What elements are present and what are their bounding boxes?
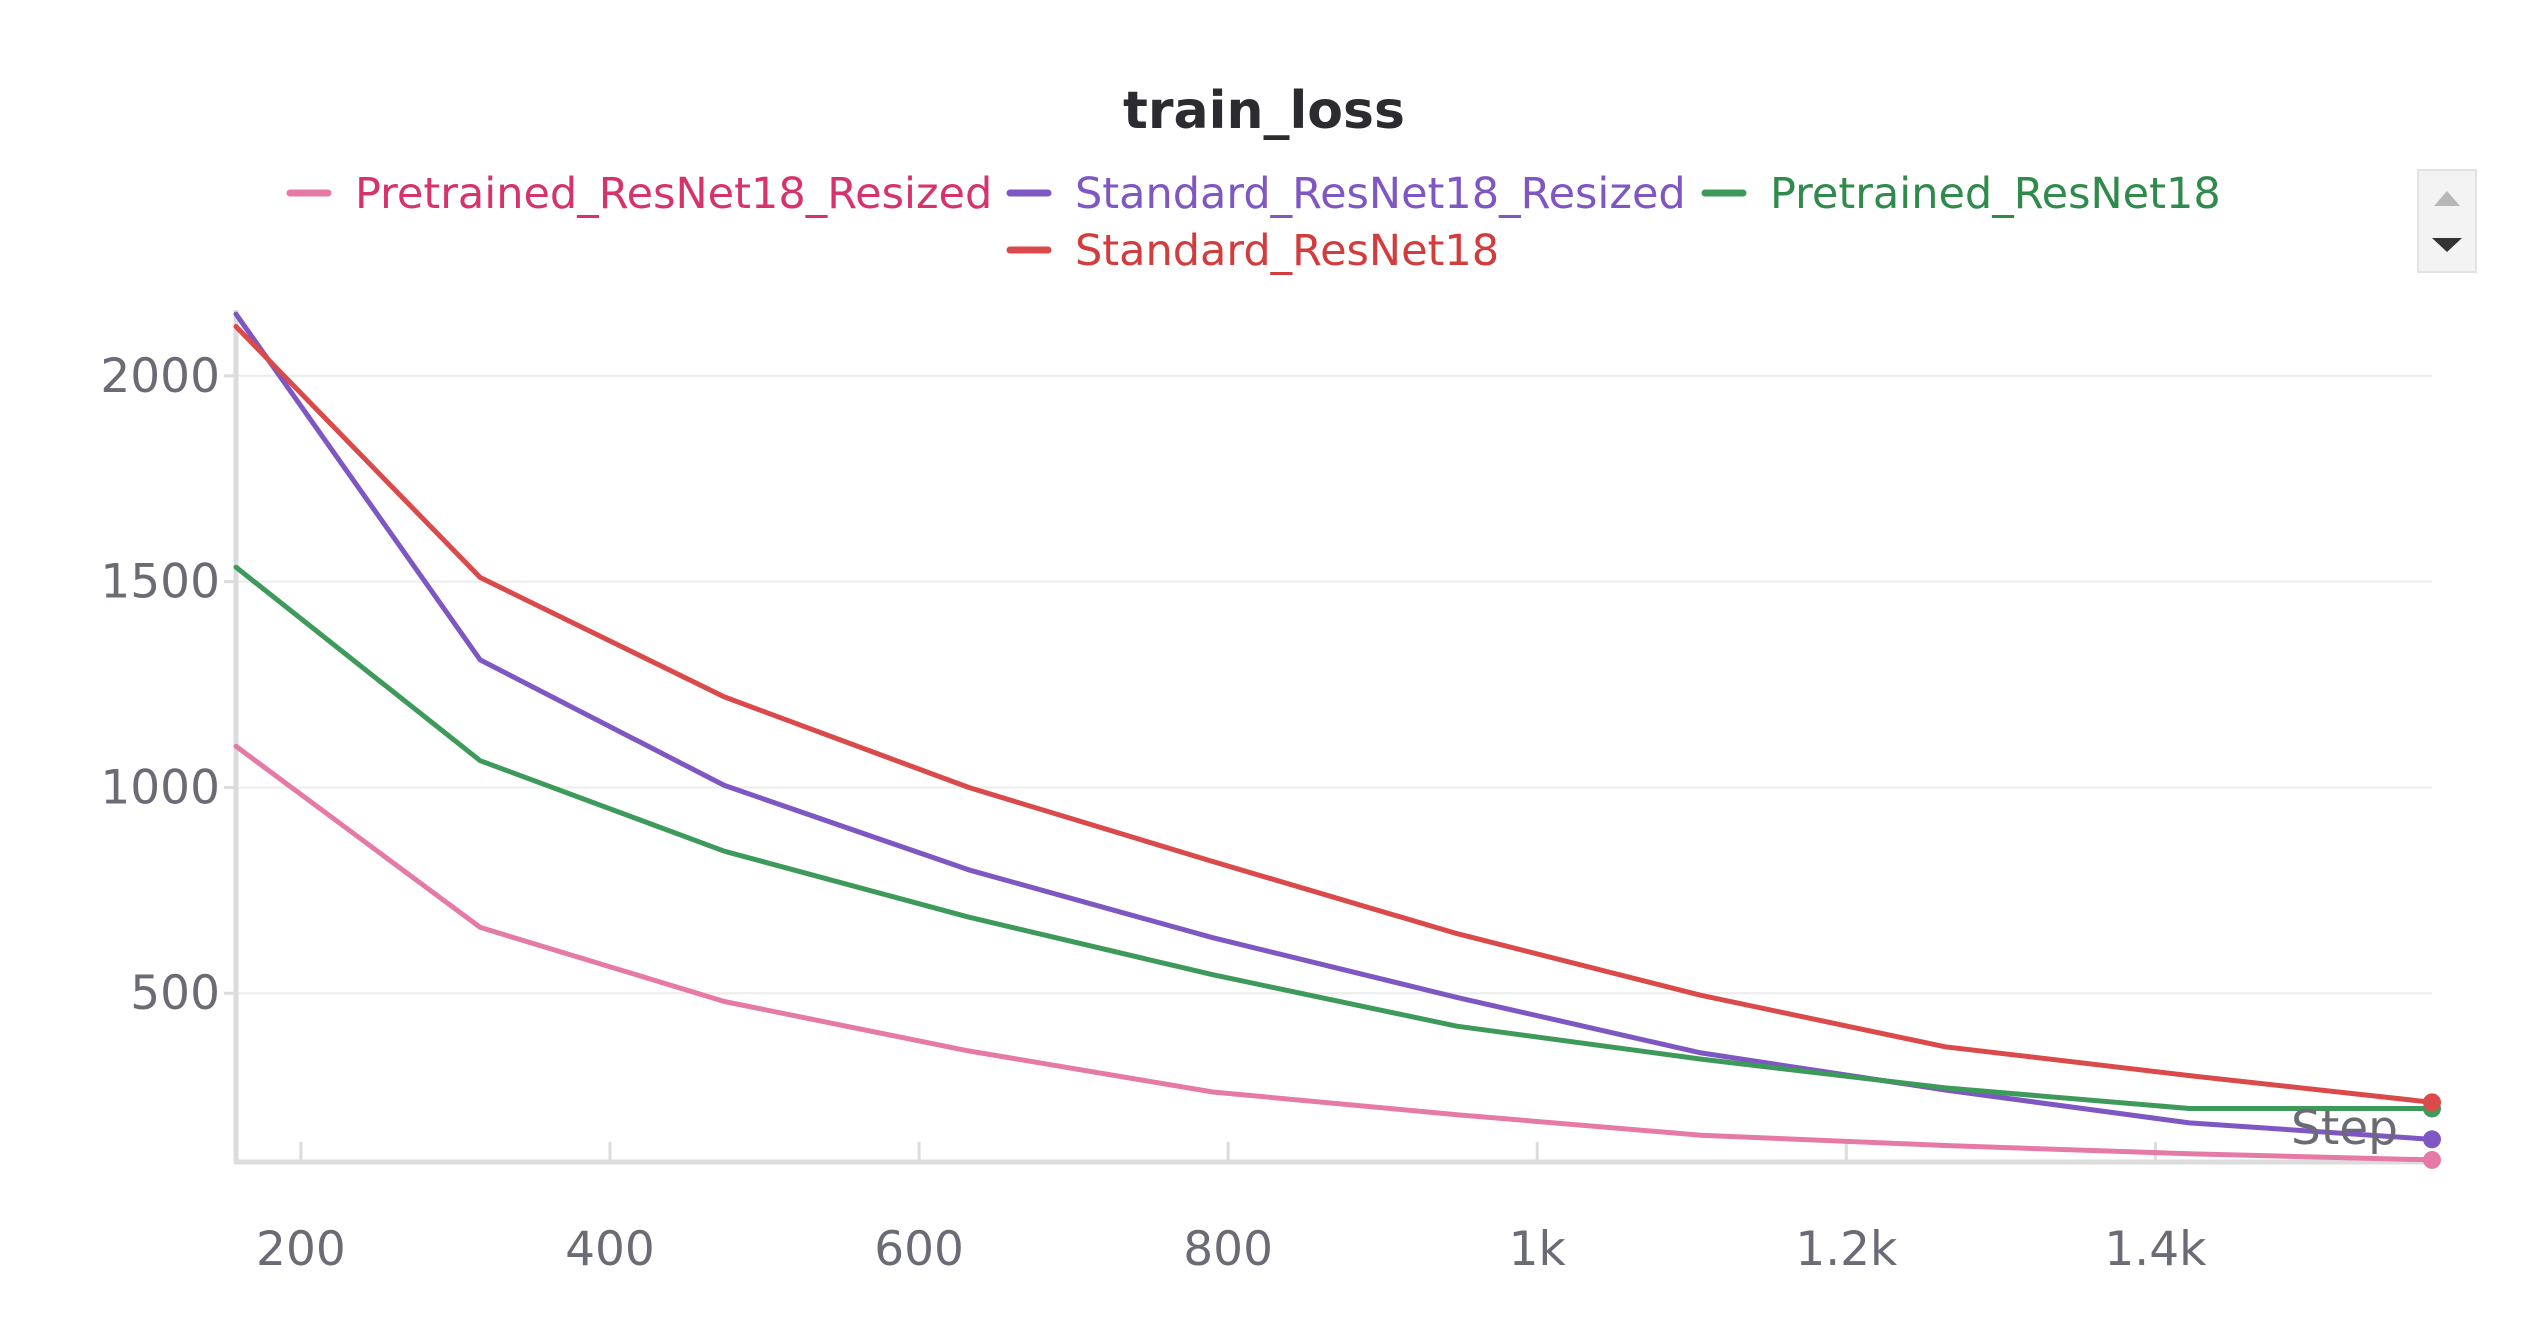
y-tick-label: 1500 (100, 555, 220, 610)
legend-label-0: Pretrained_ResNet18_Resized (355, 169, 992, 219)
scroll-down-icon[interactable] (2432, 238, 2462, 252)
series-end-point-1 (2423, 1130, 2441, 1149)
legend-label-1: Standard_ResNet18_Resized (1075, 169, 1686, 219)
legend-scroll-control[interactable] (2417, 169, 2477, 273)
x-tick-label: 1.2k (1795, 1222, 1898, 1277)
x-tick-label: 1k (1509, 1222, 1567, 1277)
x-tick-label: 200 (256, 1222, 346, 1277)
chart-title: train_loss (1123, 81, 1405, 141)
legend-label-2: Pretrained_ResNet18 (1770, 169, 2221, 219)
y-tick-label: 2000 (100, 349, 220, 404)
legend-label-3: Standard_ResNet18 (1075, 226, 1499, 276)
x-tick-label: 400 (565, 1222, 655, 1277)
x-ticks: 200 400 600 800 1k 1.2k 1.4k (256, 1142, 2207, 1277)
scroll-up-icon[interactable] (2434, 191, 2460, 206)
x-tick-label: 800 (1183, 1222, 1273, 1277)
legend: Pretrained_ResNet18_Resized Standard_ResN… (286, 169, 2221, 276)
series-line-2 (233, 564, 2435, 1111)
series-line-1 (233, 311, 2435, 1142)
x-tick-label: 1.4k (2104, 1222, 2207, 1277)
x-axis-label: Step (2291, 1101, 2398, 1156)
series-end-point-3 (2423, 1093, 2441, 1112)
series-end-point-0 (2423, 1150, 2441, 1169)
grid-lines (236, 374, 2432, 995)
axes (233, 310, 2432, 1165)
x-tick-label: 600 (874, 1222, 964, 1277)
series-lines (233, 311, 2441, 1169)
series-line-3 (233, 324, 2435, 1105)
series-line-0 (233, 743, 2435, 1163)
y-tick-label: 500 (130, 966, 220, 1021)
y-ticks: 500 1000 1500 2000 (100, 349, 236, 1021)
y-tick-label: 1000 (100, 760, 220, 815)
